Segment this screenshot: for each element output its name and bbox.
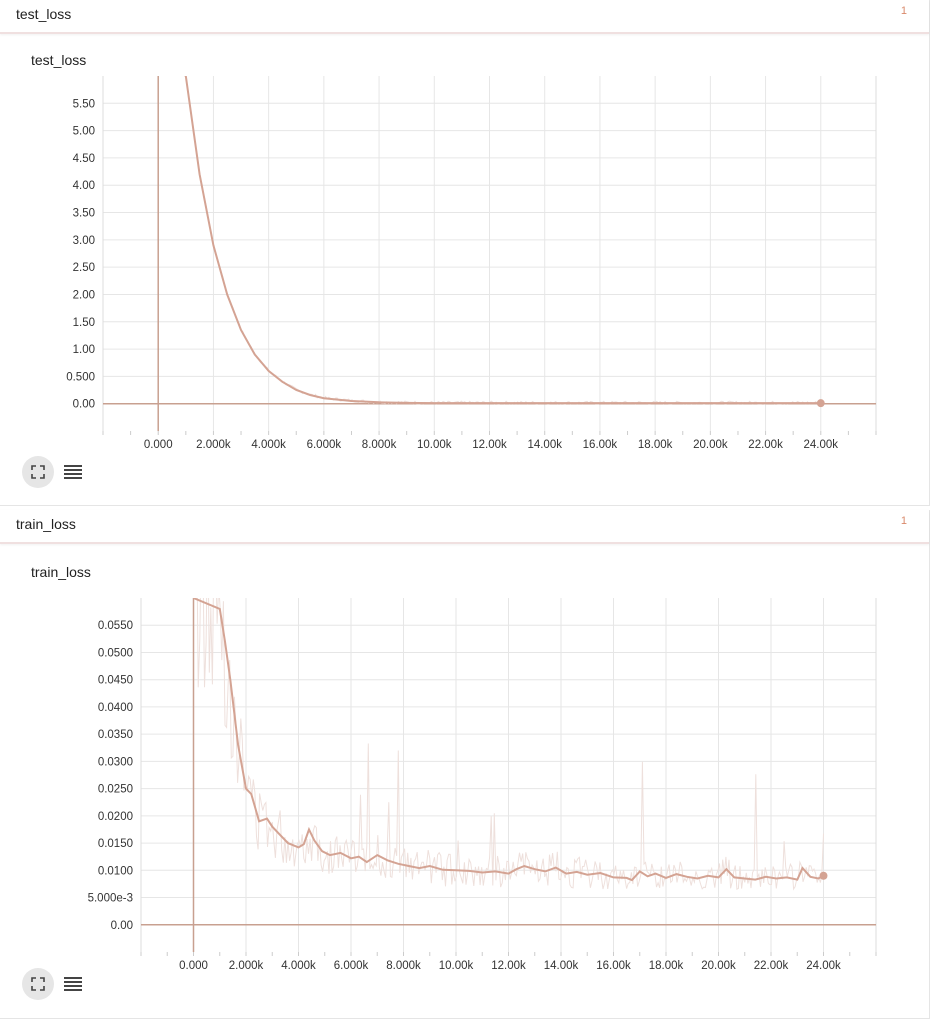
list-icon xyxy=(64,977,82,991)
y-tick-label: 1.50 xyxy=(73,317,95,329)
card-title: test_loss xyxy=(16,6,72,22)
expand-button[interactable] xyxy=(22,456,54,488)
y-tick-label: 0.0400 xyxy=(98,702,133,714)
x-tick-label: 16.00k xyxy=(596,960,631,972)
expand-icon xyxy=(31,465,45,479)
x-tick-label: 18.00k xyxy=(649,960,684,972)
y-tick-label: 1.00 xyxy=(73,344,95,356)
last-point-marker xyxy=(819,871,828,880)
train-loss-chart[interactable]: 0.000 2.000k 4.000k 6.000k 8.000k 10.00k 12.00… xyxy=(0,582,929,1012)
x-tick-label: 8.000k xyxy=(386,960,421,972)
y-tick-label: 0.00 xyxy=(111,920,133,932)
chart-title: test_loss xyxy=(31,52,87,68)
last-point-marker xyxy=(816,399,825,408)
card-count-badge: 1 xyxy=(900,5,907,17)
x-tick-label: 4.000k xyxy=(251,439,286,451)
x-tick-label: 2.000k xyxy=(229,960,264,972)
x-tick-label: 24.00k xyxy=(806,960,841,972)
data-table-button[interactable] xyxy=(62,462,84,482)
smoothed-loss-line xyxy=(193,598,824,882)
y-tick-label: 0.00 xyxy=(73,399,95,411)
x-tick-label: 24.00k xyxy=(804,439,839,451)
test-loss-card: test_loss 1 test_loss 0.000 2.000k 4.000k 6… xyxy=(0,0,930,506)
y-tick-label: 0.0300 xyxy=(98,756,133,768)
test-loss-chart[interactable]: 0.000 2.000k 4.000k 6.000k 8.000k 10.00k 12.00… xyxy=(0,40,929,460)
train-loss-card: train_loss 1 train_loss 0.000 2.000k 4.000… xyxy=(0,510,930,1019)
x-tick-label: 22.00k xyxy=(748,439,783,451)
y-tick-label: 0.0550 xyxy=(98,620,133,632)
y-tick-label: 4.00 xyxy=(73,180,95,192)
card-count-badge: 1 xyxy=(900,515,907,527)
raw-loss-line xyxy=(196,598,824,891)
x-tick-label: 10.00k xyxy=(439,960,474,972)
x-tick-label: 14.00k xyxy=(544,960,579,972)
x-tick-label: 16.00k xyxy=(583,439,618,451)
x-tick-label: 2.000k xyxy=(196,439,231,451)
x-tick-label: 6.000k xyxy=(334,960,369,972)
list-icon xyxy=(64,465,82,479)
y-tick-label: 5.50 xyxy=(73,98,95,110)
y-tick-label: 5.000e-3 xyxy=(88,893,133,905)
x-tick-label: 8.000k xyxy=(362,439,397,451)
x-tick-label: 14.00k xyxy=(527,439,562,451)
y-tick-label: 2.50 xyxy=(73,262,95,274)
y-tick-label: 2.00 xyxy=(73,289,95,301)
y-tick-label: 0.0200 xyxy=(98,811,133,823)
y-tick-label: 0.0150 xyxy=(98,838,133,850)
x-tick-label: 0.000 xyxy=(179,960,208,972)
card-title: train_loss xyxy=(16,516,76,532)
x-tick-label: 0.000 xyxy=(144,439,173,451)
y-tick-label: 3.50 xyxy=(73,208,95,220)
x-tick-label: 4.000k xyxy=(281,960,316,972)
data-table-button[interactable] xyxy=(62,974,84,994)
x-tick-label: 18.00k xyxy=(638,439,673,451)
y-tick-label: 0.0250 xyxy=(98,784,133,796)
smoothed-loss-line xyxy=(184,76,821,405)
x-tick-label: 22.00k xyxy=(754,960,789,972)
x-tick-label: 20.00k xyxy=(701,960,736,972)
y-tick-label: 0.500 xyxy=(66,371,95,383)
card-header[interactable]: test_loss 1 xyxy=(0,0,929,34)
y-tick-label: 4.50 xyxy=(73,153,95,165)
chart-title: train_loss xyxy=(31,564,91,580)
x-tick-label: 10.00k xyxy=(417,439,452,451)
x-tick-label: 12.00k xyxy=(491,960,526,972)
y-tick-label: 0.0450 xyxy=(98,675,133,687)
x-tick-label: 20.00k xyxy=(693,439,728,451)
y-tick-label: 5.00 xyxy=(73,126,95,138)
y-tick-label: 0.0500 xyxy=(98,647,133,659)
y-tick-label: 0.0100 xyxy=(98,865,133,877)
y-tick-label: 3.00 xyxy=(73,235,95,247)
x-tick-label: 12.00k xyxy=(472,439,507,451)
expand-button[interactable] xyxy=(22,968,54,1000)
expand-icon xyxy=(31,977,45,991)
y-tick-label: 0.0350 xyxy=(98,729,133,741)
card-header[interactable]: train_loss 1 xyxy=(0,510,929,544)
x-tick-label: 6.000k xyxy=(307,439,342,451)
